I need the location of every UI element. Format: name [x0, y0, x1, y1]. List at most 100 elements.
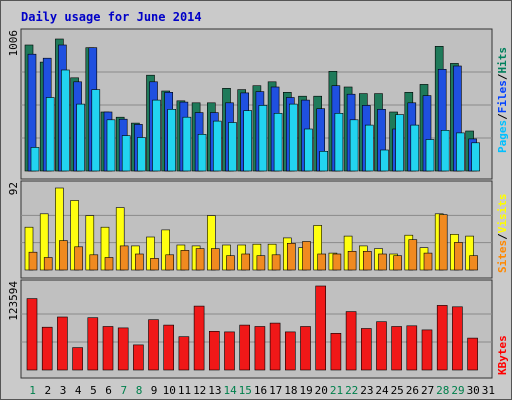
bar-sites: [28, 251, 38, 271]
bar-sites: [347, 251, 357, 271]
bar-sites: [393, 255, 402, 271]
x-tick-label: 21: [330, 384, 343, 397]
bar-sites: [469, 255, 478, 271]
bar-pages: [258, 105, 268, 172]
bar-pages: [334, 113, 344, 172]
bar-kbytes: [300, 326, 311, 371]
x-tick-label: 13: [208, 384, 221, 397]
bar-sites: [74, 246, 83, 271]
bar-kbytes: [178, 336, 190, 371]
bar-pages: [243, 110, 252, 172]
x-tick-label: 28: [436, 384, 449, 397]
bar-kbytes: [133, 344, 144, 371]
bar-kbytes: [163, 324, 174, 371]
bar-kbytes: [436, 305, 448, 371]
x-tick-label: 23: [360, 384, 373, 397]
bar-sites: [302, 241, 311, 271]
x-tick-label: 7: [120, 384, 127, 397]
bar-pages: [319, 151, 329, 172]
bar-kbytes: [254, 326, 266, 371]
legend-item: KBytes: [496, 335, 509, 375]
panel-bottom: 123594 KBytes: [7, 279, 509, 379]
bar-pages: [471, 142, 480, 172]
bar-sites: [423, 252, 433, 271]
x-tick-label: 4: [75, 384, 82, 397]
bar-kbytes: [452, 306, 463, 371]
bar-sites: [180, 250, 190, 271]
bar-kbytes: [224, 331, 235, 371]
legend: Sites/Visits: [496, 194, 509, 274]
bar-pages: [349, 119, 359, 172]
bar-sites: [408, 239, 418, 271]
bar-kbytes: [315, 285, 327, 371]
bar-pages: [213, 120, 222, 172]
bar-kbytes: [360, 328, 372, 371]
bar-sites: [438, 214, 448, 271]
bar-kbytes: [26, 298, 38, 371]
x-tick-label: 18: [284, 384, 297, 397]
bar-sites: [256, 255, 266, 271]
bar-kbytes: [72, 347, 83, 371]
bar-sites: [165, 254, 174, 271]
bar-kbytes: [193, 305, 205, 371]
bar-pages: [137, 137, 146, 172]
bar-sites: [43, 257, 53, 271]
legend-separator: /: [496, 233, 509, 240]
bar-kbytes: [148, 319, 159, 371]
bar-pages: [364, 124, 374, 172]
legend-item: Hits: [496, 47, 509, 74]
bar-sites: [362, 251, 372, 271]
legend-item: Files: [496, 80, 509, 113]
x-tick-label: 29: [451, 384, 464, 397]
legend: KBytes: [496, 335, 509, 375]
x-tick-label: 19: [299, 384, 312, 397]
x-tick-label: 3: [60, 384, 67, 397]
bar-kbytes: [284, 331, 296, 371]
bar-pages: [288, 103, 298, 172]
bar-pages: [410, 124, 420, 172]
bar-pages: [304, 128, 313, 172]
chart-title: Daily usage for June 2014: [21, 10, 202, 24]
bar-pages: [45, 97, 55, 172]
x-tick-label: 14: [223, 384, 237, 397]
x-tick-label: 27: [421, 384, 434, 397]
bar-kbytes: [406, 325, 418, 371]
x-tick-label: 10: [163, 384, 176, 397]
bar-sites: [454, 242, 463, 271]
bar-pages: [197, 134, 207, 172]
x-tick-label: 20: [315, 384, 328, 397]
bar-sites: [104, 257, 114, 271]
bar-pages: [182, 116, 192, 172]
bar-pages: [273, 113, 283, 172]
bar-sites: [89, 254, 99, 271]
y-max-label: 123594: [7, 281, 20, 321]
x-tick-label: 22: [345, 384, 358, 397]
x-tick-label: 26: [406, 384, 419, 397]
bar-pages: [440, 130, 450, 172]
legend-item: Visits: [496, 194, 509, 234]
bar-pages: [228, 122, 237, 172]
bar-sites: [59, 240, 68, 271]
bar-pages: [425, 139, 435, 172]
bar-pages: [121, 135, 131, 172]
x-tick-label: 31: [482, 384, 495, 397]
bar-pages: [30, 147, 40, 172]
legend-item: Pages: [496, 120, 509, 153]
bar-sites: [195, 248, 205, 271]
bar-pages: [380, 149, 389, 172]
legend-item: Sites: [496, 240, 509, 273]
bar-kbytes: [102, 326, 114, 371]
bar-sites: [241, 253, 250, 271]
panel-middle: 92 Sites/Visits: [7, 180, 509, 279]
bar-pages: [61, 69, 70, 172]
x-tick-label: 12: [193, 384, 206, 397]
x-tick-label: 16: [254, 384, 267, 397]
bar-sites: [332, 253, 342, 271]
legend: Pages/Files/Hits: [496, 47, 509, 153]
bar-kbytes: [467, 337, 478, 371]
bar-sites: [211, 248, 220, 271]
x-tick-label: 17: [269, 384, 282, 397]
legend-separator: /: [496, 73, 509, 80]
bar-pages: [106, 119, 116, 172]
